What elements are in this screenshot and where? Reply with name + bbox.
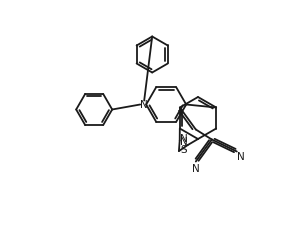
Text: N: N [192,164,200,173]
Text: N: N [237,152,245,163]
Text: N: N [180,135,188,144]
Text: N: N [140,100,148,110]
Text: S: S [181,145,187,155]
Text: N: N [180,137,188,147]
